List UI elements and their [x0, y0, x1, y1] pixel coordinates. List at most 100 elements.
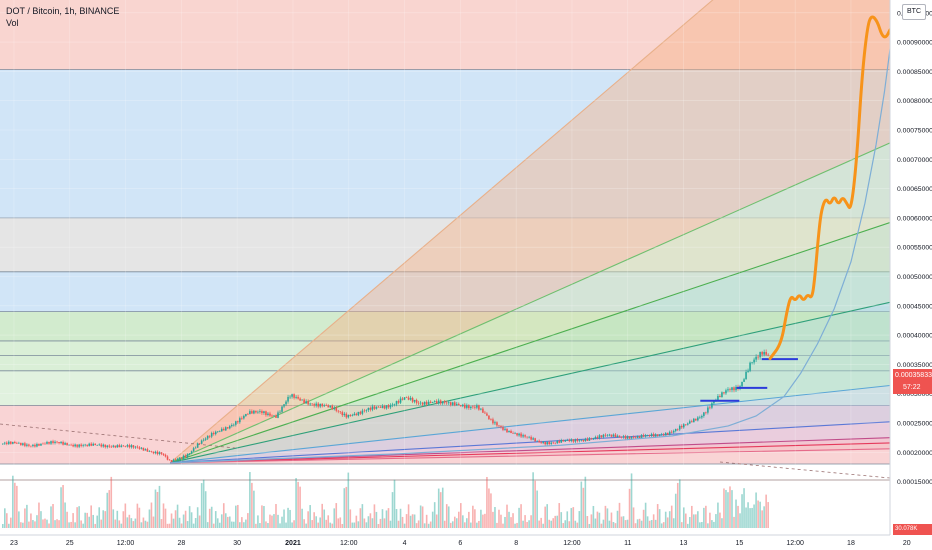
candle-body — [544, 442, 546, 445]
candle-body — [54, 441, 56, 443]
volume-bar — [48, 523, 50, 528]
candle-body — [445, 402, 448, 404]
candle-body — [433, 401, 436, 403]
candle-body — [610, 434, 613, 437]
volume-bar — [654, 519, 657, 528]
volume-bar — [52, 504, 54, 528]
candle-body — [488, 415, 490, 420]
volume-bar — [508, 511, 510, 528]
y-tick-label: 0.00035000 — [897, 362, 932, 369]
y-tick-label: 0.00050000 — [897, 274, 932, 281]
volume-bar — [255, 523, 257, 528]
volume-bar — [66, 511, 68, 528]
candle-body — [586, 438, 589, 441]
candle-body — [56, 441, 58, 443]
volume-bar — [522, 520, 524, 528]
volume-bar — [664, 511, 667, 528]
volume-bar — [287, 507, 289, 528]
candle-body — [194, 447, 197, 449]
volume-bar — [154, 489, 157, 528]
volume-bar — [42, 519, 44, 528]
candle-body — [267, 413, 269, 416]
volume-bar — [532, 472, 534, 528]
candle-body — [684, 424, 687, 425]
volume-bar — [231, 521, 233, 528]
candle-body — [134, 446, 137, 448]
candle-body — [411, 397, 414, 402]
y-tick-label: 0.00065000 — [897, 186, 932, 193]
volume-bar — [24, 508, 26, 528]
candle-body — [652, 434, 655, 437]
candle-body — [753, 359, 755, 363]
candle-body — [520, 433, 522, 437]
volume-bar — [674, 493, 677, 528]
volume-bar — [176, 504, 179, 528]
candle-body — [594, 437, 597, 439]
candle-body — [397, 401, 400, 403]
candle-body — [534, 438, 536, 442]
candle-body — [263, 411, 265, 414]
volume-bar — [291, 522, 293, 528]
volume-bar — [10, 517, 12, 528]
volume-bar — [124, 503, 127, 528]
candle-body — [693, 418, 695, 423]
candle-body — [210, 433, 213, 437]
x-tick-label: 2021 — [285, 540, 301, 547]
candle-body — [216, 431, 219, 432]
candle-body — [733, 387, 735, 391]
candle-body — [628, 436, 631, 439]
candle-body — [719, 396, 721, 398]
candle-body — [110, 446, 113, 448]
volume-bar — [709, 512, 711, 528]
volume-bar — [560, 512, 563, 528]
candle-body — [729, 389, 731, 391]
volume-bar — [309, 505, 311, 528]
candle-body — [10, 441, 12, 444]
candle-body — [104, 444, 107, 448]
candle-body — [237, 421, 239, 423]
volume-bar — [239, 522, 241, 528]
candle-body — [142, 447, 145, 451]
volume-bar — [261, 505, 263, 528]
candle-body — [279, 411, 281, 413]
volume-bar — [202, 479, 205, 528]
candle-body — [52, 441, 54, 443]
volume-bar — [715, 514, 717, 528]
candle-body — [241, 418, 243, 419]
volume-bar — [568, 521, 571, 528]
candle-body — [337, 410, 340, 412]
volume-bar — [576, 522, 579, 528]
candle-body — [28, 444, 30, 446]
volume-bar — [32, 520, 34, 528]
volume-bar — [263, 506, 265, 528]
candle-body — [574, 439, 577, 442]
volume-bar — [253, 490, 255, 528]
volume-bar — [725, 489, 727, 528]
x-tick-label: 20 — [903, 540, 911, 547]
currency-badge[interactable]: BTC — [902, 4, 926, 20]
candle-body — [431, 402, 434, 403]
candle-body — [6, 442, 8, 444]
y-tick-label: 0.00020000 — [897, 450, 932, 457]
candle-body — [38, 444, 40, 446]
volume-bar — [200, 483, 203, 528]
candle-body — [765, 351, 767, 355]
candle-body — [108, 445, 111, 447]
volume-bar — [172, 518, 175, 528]
volume-indicator-label[interactable]: Vol — [6, 18, 19, 28]
candle-body — [457, 403, 460, 406]
candle-body — [20, 442, 22, 445]
candle-body — [582, 439, 585, 442]
volume-bar — [82, 523, 84, 528]
volume-bar — [373, 504, 376, 528]
candle-body — [580, 439, 583, 441]
candle-body — [474, 406, 476, 408]
volume-bar — [588, 523, 591, 528]
volume-bar — [377, 523, 380, 528]
x-tick-label: 12:00 — [563, 540, 581, 547]
volume-bar — [226, 516, 229, 528]
y-tick-label: 0.00030000 — [897, 391, 932, 398]
candle-body — [472, 406, 474, 408]
